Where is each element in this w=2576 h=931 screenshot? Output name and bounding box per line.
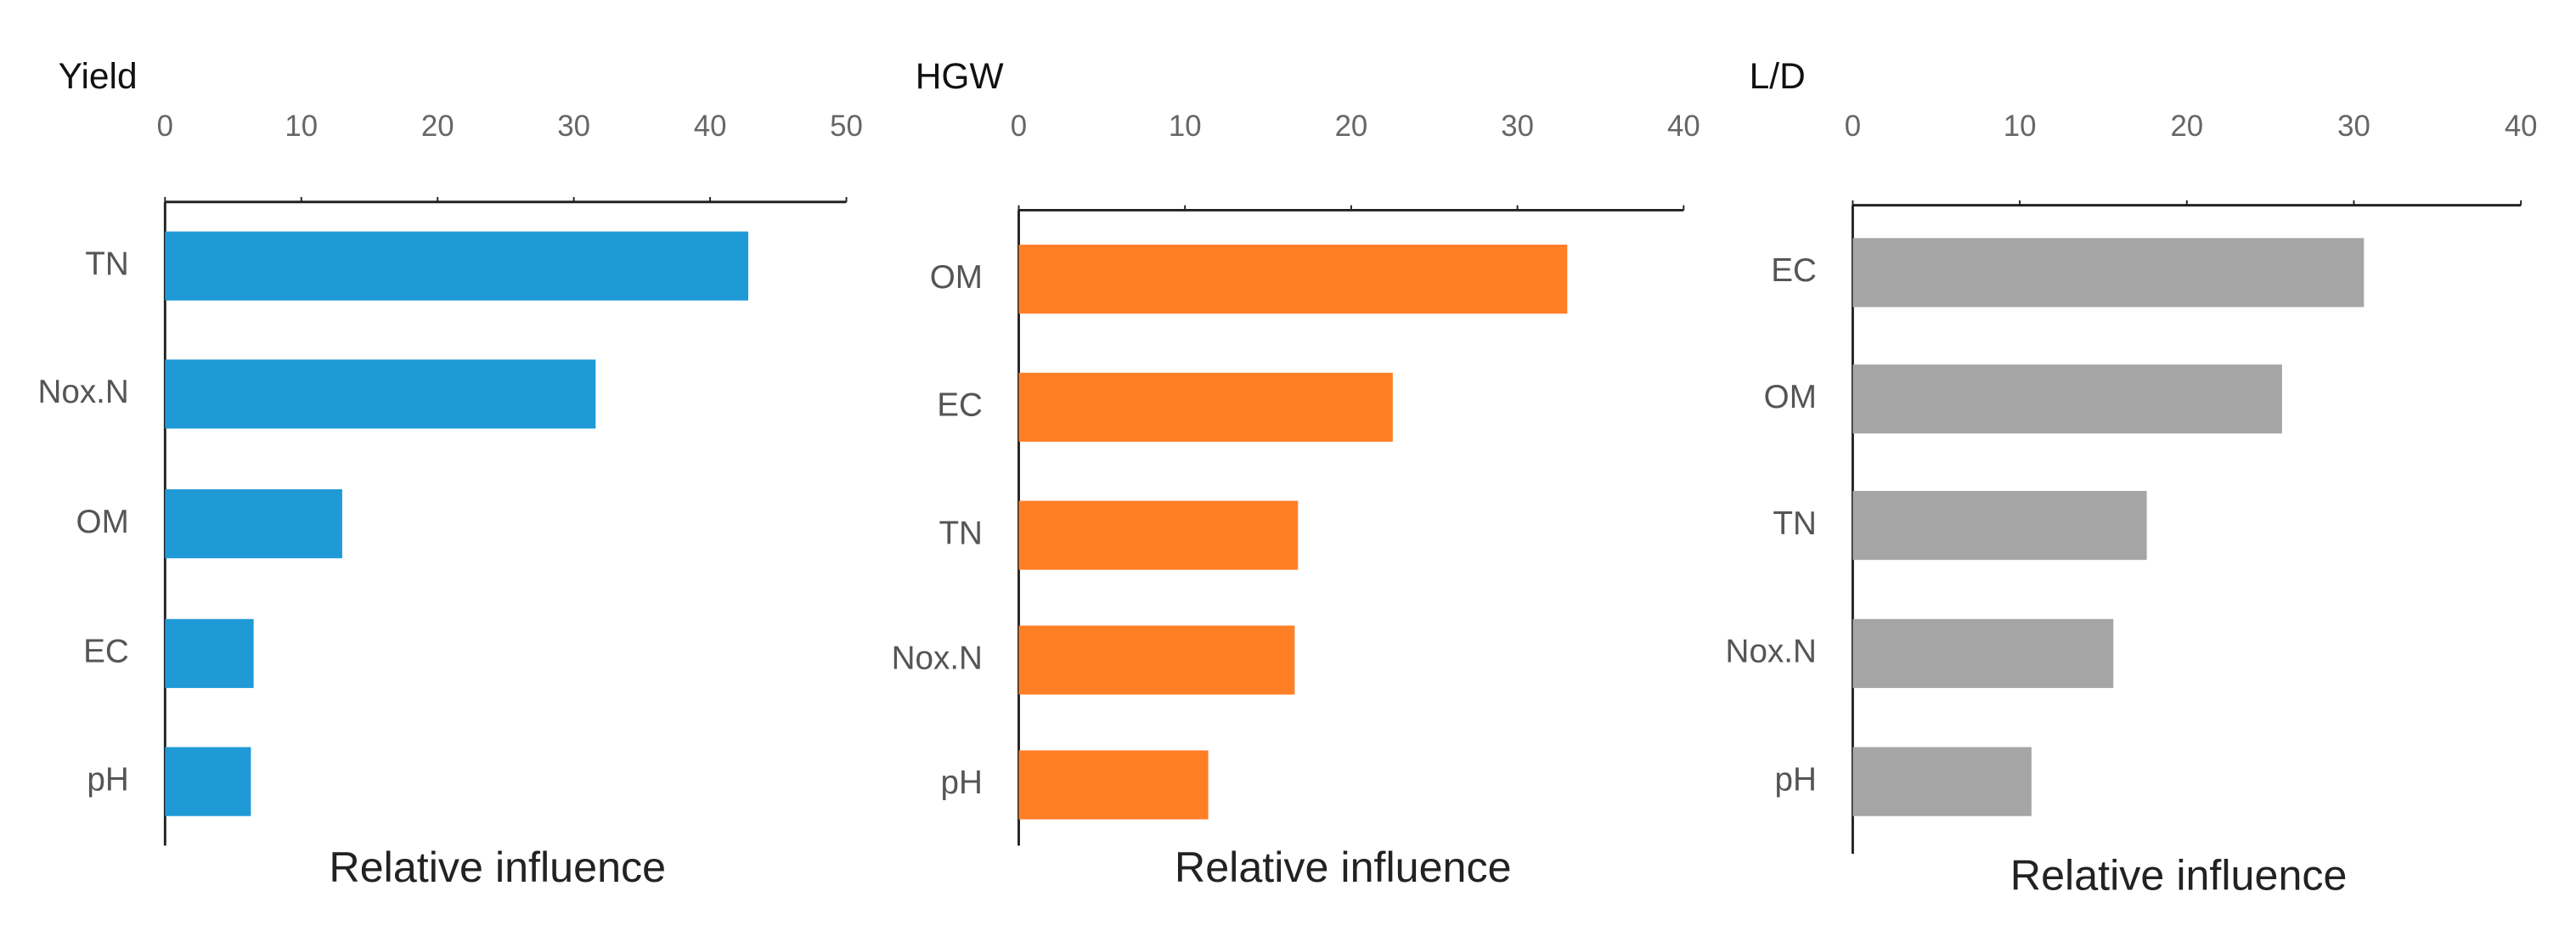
x-tick-label: 20	[421, 110, 454, 143]
bar	[1018, 245, 1568, 314]
bar	[1852, 364, 2282, 434]
y-tick-label: OM	[1764, 379, 1817, 415]
bar	[165, 231, 749, 301]
x-axis-label: Relative influence	[329, 844, 666, 891]
bar	[1852, 490, 2147, 561]
x-tick-label: 20	[1335, 110, 1368, 143]
y-tick-label: TN	[85, 245, 129, 282]
y-tick-label: Nox.N	[892, 640, 983, 676]
x-axis-label: Relative influence	[1175, 844, 1512, 891]
bar	[1018, 625, 1295, 695]
x-tick-label: 20	[2170, 110, 2203, 143]
x-tick-label: 40	[2505, 110, 2538, 143]
bar	[1852, 618, 2114, 688]
y-tick-label: pH	[1775, 761, 1817, 798]
x-tick-label: 10	[1169, 110, 1202, 143]
bar	[1018, 372, 1393, 442]
x-tick-label: 30	[1501, 110, 1534, 143]
bar	[1018, 750, 1209, 820]
chart-title: Yield	[59, 57, 138, 97]
x-tick-label: 0	[1845, 110, 1861, 143]
y-tick-label: OM	[76, 504, 129, 540]
y-tick-label: TN	[939, 515, 983, 551]
bar	[1852, 747, 2032, 816]
y-tick-label: EC	[937, 387, 983, 424]
x-tick-label: 0	[1011, 110, 1027, 143]
bar	[165, 359, 596, 429]
bar	[165, 489, 342, 559]
bar	[1852, 238, 2365, 308]
y-tick-label: OM	[930, 259, 983, 296]
x-tick-label: 40	[1667, 110, 1700, 143]
y-tick-label: Nox.N	[1726, 634, 1817, 670]
x-tick-label: 10	[285, 110, 318, 143]
x-axis-label: Relative influence	[2010, 851, 2348, 899]
y-tick-label: pH	[941, 765, 983, 801]
y-tick-label: EC	[1771, 252, 1817, 289]
x-tick-label: 30	[557, 110, 590, 143]
bar	[1018, 500, 1299, 570]
y-tick-label: TN	[1773, 505, 1817, 542]
x-tick-label: 30	[2337, 110, 2370, 143]
x-tick-label: 50	[830, 110, 863, 143]
x-tick-label: 10	[2004, 110, 2037, 143]
chart-title: HGW	[916, 57, 1004, 97]
bar	[165, 618, 254, 688]
y-tick-label: pH	[87, 761, 128, 798]
bar	[165, 747, 251, 816]
y-tick-label: EC	[83, 634, 129, 670]
chart-title: L/D	[1750, 57, 1806, 97]
y-tick-label: Nox.N	[37, 374, 128, 410]
x-tick-label: 0	[157, 110, 173, 143]
x-tick-label: 40	[694, 110, 727, 143]
